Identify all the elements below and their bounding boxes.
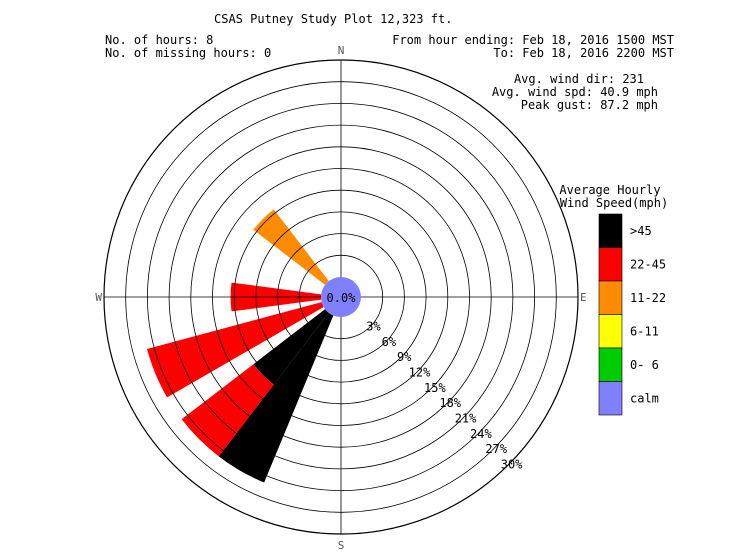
legend-swatch-4 (598, 347, 623, 382)
legend-title-line1: Average Hourly (559, 183, 660, 197)
hours-count: No. of hours: 8 (105, 33, 214, 47)
calm-disc (321, 277, 361, 317)
legend-swatch-5 (598, 381, 623, 416)
ring-label-1: 3% (366, 319, 381, 333)
legend-title-line2: Wind Speed(mph) (560, 196, 668, 210)
petal-4-segment-0 (253, 209, 329, 285)
avg-wind-spd: Avg. wind spd: 40.9 mph (491, 85, 658, 99)
compass-label-n: N (338, 44, 345, 57)
from-hour: From hour ending: Feb 18, 2016 1500 MST (392, 33, 674, 47)
ring-labels: 3%6%9% 12%15%18% 21%24%27% 30% (366, 319, 523, 471)
avg-wind-dir: Avg. wind dir: 231 (513, 72, 644, 86)
chart-title: CSAS Putney Study Plot 12,323 ft. (214, 12, 453, 26)
compass-labels: N E S W (95, 44, 586, 552)
compass-label-w: W (95, 291, 102, 304)
compass-label-e: E (580, 291, 587, 304)
calm-percent: 0.0% (327, 291, 357, 305)
petal-0-segment-0 (218, 312, 334, 483)
ring-label-4: 12% (409, 366, 431, 380)
wind-petals (147, 209, 334, 483)
ring-label-6: 18% (439, 396, 461, 410)
calm-circle: 0.0% (321, 277, 361, 317)
compass-label-s: S (338, 539, 345, 552)
peak-gust: Peak gust: 87.2 mph (520, 98, 658, 112)
legend-label-0: >45 (630, 224, 652, 238)
ring-label-5: 15% (424, 381, 446, 395)
legend-swatch-1 (598, 247, 623, 282)
ring-label-8: 24% (470, 427, 492, 441)
ring-label-10: 30% (501, 458, 523, 472)
petal-2-segment-0 (147, 302, 324, 398)
to-hour: To: Feb 18, 2016 2200 MST (493, 46, 674, 60)
legend-label-2: 11-22 (630, 291, 666, 305)
ring-label-7: 21% (455, 412, 477, 426)
legend-label-3: 6-11 (630, 324, 659, 338)
ring-label-2: 6% (382, 335, 397, 349)
legend-swatch-2 (598, 280, 623, 315)
petal-1-segment-0 (253, 309, 329, 385)
missing-hours: No. of missing hours: 0 (105, 46, 272, 60)
ring-label-3: 9% (397, 350, 412, 364)
legend-label-1: 22-45 (630, 257, 666, 271)
petal-1-segment-1 (181, 364, 274, 457)
legend-swatch-3 (598, 314, 623, 349)
legend-label-4: 0- 6 (630, 358, 659, 372)
ring-label-9: 27% (485, 442, 507, 456)
legend-swatch-0 (598, 213, 623, 248)
legend-label-5: calm (630, 391, 659, 405)
